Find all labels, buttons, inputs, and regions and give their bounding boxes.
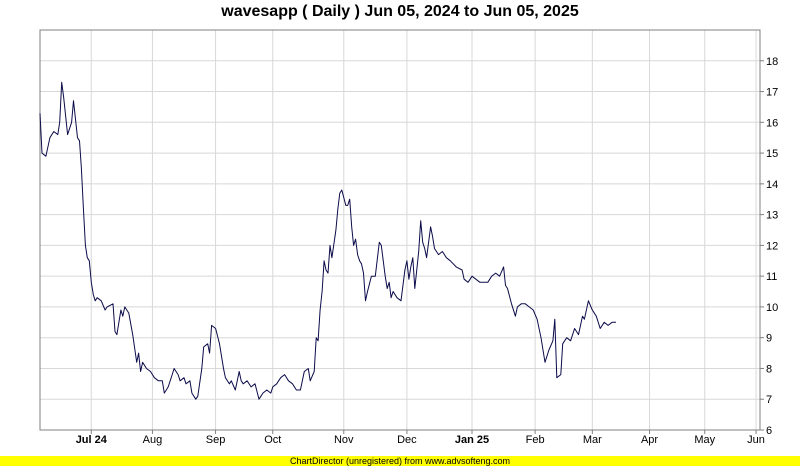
price-line-series <box>39 81 616 400</box>
y-tick-label: 18 <box>766 56 778 68</box>
x-tick-label: Dec <box>397 434 417 446</box>
y-tick-label: 11 <box>766 271 777 283</box>
y-tick-label: 14 <box>766 179 778 191</box>
grid-layer <box>40 30 760 431</box>
x-tick-label: Nov <box>334 434 354 446</box>
y-tick-label: 17 <box>766 87 778 99</box>
y-tick-label: 6 <box>766 425 772 437</box>
line-chart: 6 7 8 9 10 11 12 13 14 15 16 17 18 Jul 24 Aug Sep Oct No… <box>39 29 778 446</box>
series-layer <box>39 81 616 400</box>
y-tick-label: 13 <box>766 210 778 222</box>
y-tick-label: 7 <box>766 394 772 406</box>
x-tick-label: Jun <box>747 434 765 446</box>
x-tick-label: Feb <box>526 434 545 446</box>
y-tick-label: 10 <box>766 302 778 314</box>
x-tick-label: Sep <box>206 434 226 446</box>
y-axis-ticks: 6 7 8 9 10 11 12 13 14 15 16 17 18 <box>760 56 778 437</box>
chartdirector-footer: ChartDirector (unregistered) from www.ad… <box>0 456 800 466</box>
chart-title: wavesapp ( Daily ) Jun 05, 2024 to Jun 0… <box>221 3 579 20</box>
plot-frame <box>39 29 761 431</box>
y-tick-label: 16 <box>766 117 778 129</box>
y-tick-label: 8 <box>766 363 772 375</box>
x-tick-label: May <box>694 434 715 446</box>
x-tick-label: Aug <box>143 434 163 446</box>
x-tick-label: Mar <box>583 434 602 446</box>
y-tick-label: 9 <box>766 333 772 345</box>
y-tick-label: 12 <box>766 240 778 252</box>
x-axis-ticks: Jul 24 Aug Sep Oct Nov Dec Jan 25 Feb Mar Apr May J… <box>76 430 765 446</box>
x-tick-label: Apr <box>641 434 658 446</box>
y-tick-label: 15 <box>766 148 778 160</box>
x-tick-label: Oct <box>264 434 281 446</box>
x-tick-label: Jan 25 <box>455 434 489 446</box>
x-tick-label: Jul 24 <box>76 434 108 446</box>
